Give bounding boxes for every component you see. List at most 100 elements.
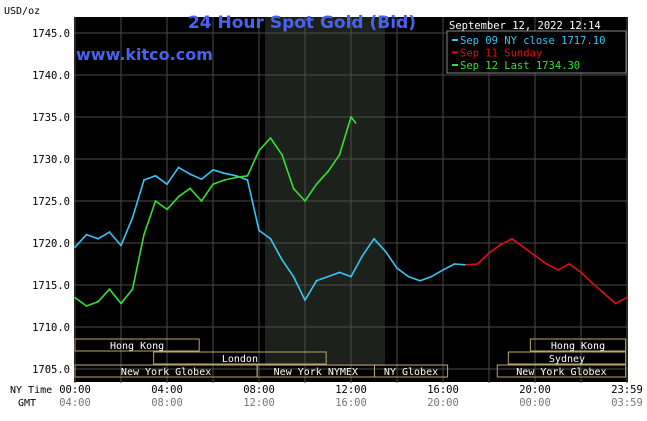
chart-date-label: September 12, 2022 12:14: [449, 20, 601, 32]
series-point: [396, 267, 398, 270]
series-point: [120, 302, 122, 305]
x-tick-label-gmt: 12:00: [243, 397, 275, 409]
x-tick-label-gmt: 04:00: [59, 397, 91, 409]
x-tick-label-gmt: 00:00: [519, 397, 551, 409]
series-point: [350, 275, 352, 278]
series-point: [235, 174, 237, 177]
series-point: [315, 183, 318, 186]
series-point: [223, 172, 226, 175]
series-point: [315, 279, 318, 282]
series-point: [97, 237, 99, 240]
series-point: [131, 288, 134, 291]
series-point: [131, 216, 134, 219]
y-axis-unit-label: USD/oz: [4, 6, 40, 17]
legend-box: [446, 30, 627, 74]
nymex-session-band: [265, 17, 385, 366]
series-point: [189, 173, 191, 176]
series-point: [74, 296, 76, 299]
y-tick-label: 1710.0: [32, 322, 70, 334]
series-point: [522, 246, 525, 249]
series-point: [304, 299, 306, 302]
chart-title: 24 Hour Spot Gold (Bid): [188, 13, 416, 33]
series-point: [354, 121, 357, 124]
y-tick-label: 1745.0: [32, 28, 70, 40]
series-point: [419, 279, 421, 282]
series-point: [384, 250, 387, 253]
series-point: [350, 116, 352, 118]
session-label: NY Globex: [384, 367, 438, 378]
series-point: [108, 288, 111, 291]
y-tick-label: 1735.0: [32, 112, 70, 124]
series-point: [568, 263, 571, 265]
session-box: [529, 338, 627, 352]
legend: September 12, 2022 12:14 Sep 09 NY close…: [446, 20, 627, 74]
series-point: [430, 275, 433, 278]
series-point: [269, 237, 272, 240]
series-point: [166, 183, 168, 186]
series-point: [407, 275, 410, 278]
session-label: New York Globex: [516, 367, 606, 378]
series-point: [625, 296, 628, 299]
series-point: [200, 200, 203, 202]
x-tick-label-gmt: 16:00: [335, 397, 367, 409]
series-point: [488, 252, 490, 254]
series-point: [327, 275, 329, 278]
legend-entry: Sep 12 Last 1734.30: [460, 60, 580, 72]
series-point: [258, 149, 260, 152]
series-point: [281, 258, 283, 261]
session-box: [74, 338, 200, 352]
series-point: [292, 187, 295, 190]
series-point: [545, 263, 548, 265]
series-point: [74, 246, 76, 249]
series-point: [476, 263, 479, 265]
y-tick-label: 1740.0: [32, 70, 70, 82]
y-tick-label: 1715.0: [32, 280, 70, 292]
series-point: [453, 263, 456, 265]
series-point: [85, 305, 88, 307]
x-tick-label-ny: 23:59: [611, 384, 643, 396]
series-point: [614, 302, 617, 305]
x-tick-label-ny: 20:00: [519, 384, 551, 396]
series-point: [361, 254, 364, 257]
series-point: [304, 200, 306, 202]
session-label: New York Globex: [121, 367, 211, 378]
series-point: [189, 187, 191, 190]
series-point: [246, 179, 249, 181]
series-point: [557, 268, 559, 271]
series-point: [166, 208, 168, 211]
series-point: [603, 292, 605, 295]
series-point: [580, 271, 582, 274]
x-tick-label-ny: 08:00: [243, 384, 275, 396]
series-point: [442, 268, 444, 271]
price-series: [74, 116, 628, 307]
series-point: [246, 174, 249, 177]
series-point: [97, 300, 99, 303]
gmt-axis-label: GMT: [18, 398, 36, 409]
series-point: [177, 195, 180, 198]
y-tick-label: 1725.0: [32, 196, 70, 208]
series-point: [338, 271, 341, 274]
series-point: [269, 137, 272, 139]
series-point: [212, 183, 214, 186]
session-label: New York NYMEX: [274, 367, 358, 378]
series-point: [327, 170, 329, 173]
session-label: Hong Kong: [110, 341, 164, 352]
session-box: [496, 364, 627, 378]
series-point: [223, 179, 226, 181]
series-line: [74, 116, 357, 307]
series-point: [258, 229, 260, 232]
brand-watermark: www.kitco.com: [76, 45, 213, 64]
series-point: [200, 178, 203, 181]
session-box: [153, 351, 327, 365]
y-tick-label: 1730.0: [32, 154, 70, 166]
x-tick-label-ny: 16:00: [427, 384, 459, 396]
series-point: [154, 174, 157, 177]
series-point: [338, 153, 341, 156]
session-label: Sydney: [549, 354, 585, 365]
series-point: [534, 254, 536, 257]
series-point: [154, 200, 157, 202]
y-tick-label: 1720.0: [32, 238, 70, 250]
x-tick-label-ny: 04:00: [151, 384, 183, 396]
series-point: [373, 237, 375, 240]
